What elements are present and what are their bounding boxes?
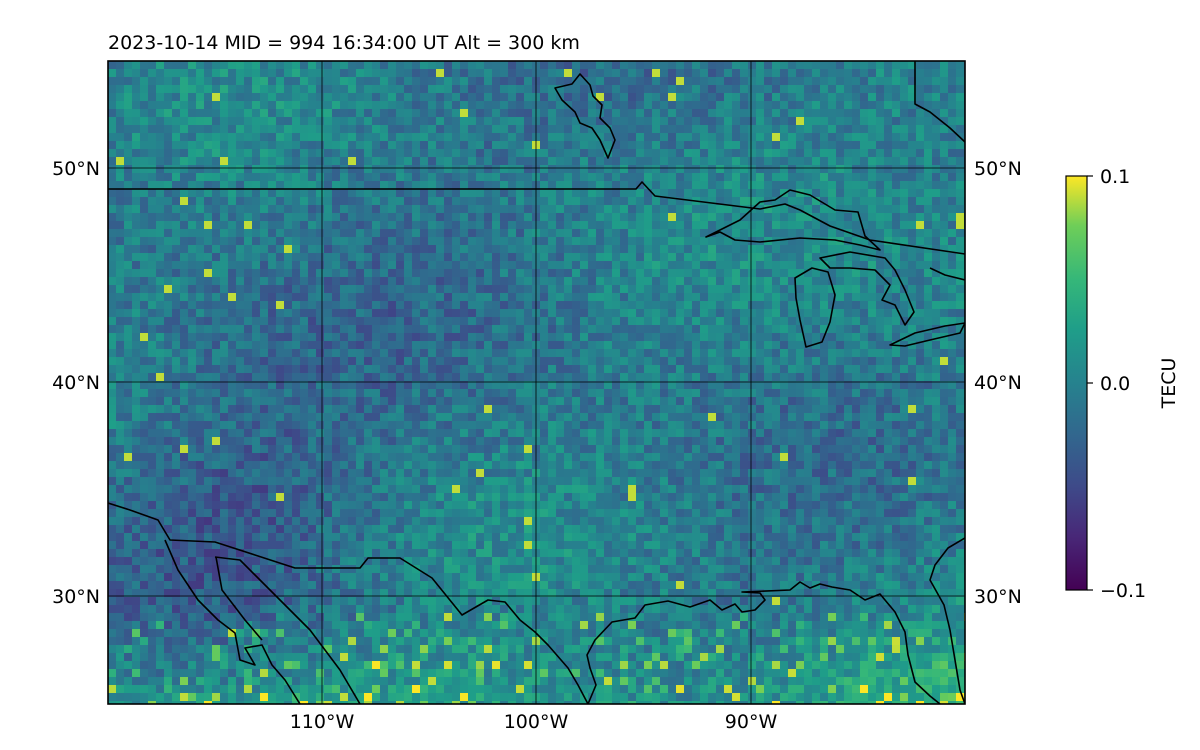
lake-erie [889,322,965,347]
figure-title: 2023-10-14 MID = 994 16:34:00 UT Alt = 3… [108,32,580,54]
colorbar-tick-label-max: 0.1 [1100,166,1130,188]
lat-tick-label-left-50n: 50°N [52,158,100,180]
baja-peninsula [214,556,361,704]
lat-tick-label-right-30n: 30°N [974,586,1022,608]
us-mexico-border [108,502,589,704]
lat-tick-label-left-30n: 30°N [52,586,100,608]
atlantic-coast [929,537,965,704]
northeast-coast [914,61,965,143]
gulf-coast [586,581,941,704]
tec-heatmap [108,61,965,704]
colorbar-gradient [1065,175,1088,591]
coastlines-borders [108,61,965,704]
us-canada-border [108,181,965,255]
hudson-bay-coast [554,73,616,159]
baja-inner [215,556,263,641]
lake-superior [705,189,881,251]
lon-tick-label-100w: 100°W [504,711,569,733]
colorbar-label: TECU [1158,358,1180,410]
lat-tick-label-right-40n: 40°N [974,372,1022,394]
lon-tick-label-110w: 110°W [290,711,355,733]
lake-huron [819,251,915,326]
lake-ontario [929,267,965,281]
map-frame [107,60,966,705]
colorbar-tick-label-zero: 0.0 [1100,373,1130,395]
lat-tick-label-left-40n: 40°N [52,372,100,394]
map-gridlines [108,61,965,704]
mexico-west-coast [164,539,301,704]
colorbar-tick-label-min: −0.1 [1100,580,1146,602]
colorbar: 0.1 0.0 −0.1 TECU [1065,166,1180,602]
lon-tick-label-90w: 90°W [725,711,778,733]
lat-tick-label-right-50n: 50°N [974,158,1022,180]
lake-michigan [794,267,836,348]
map-panel: 110°W 100°W 90°W 50°N 40°N 30°N 50°N 40°… [52,60,1022,733]
